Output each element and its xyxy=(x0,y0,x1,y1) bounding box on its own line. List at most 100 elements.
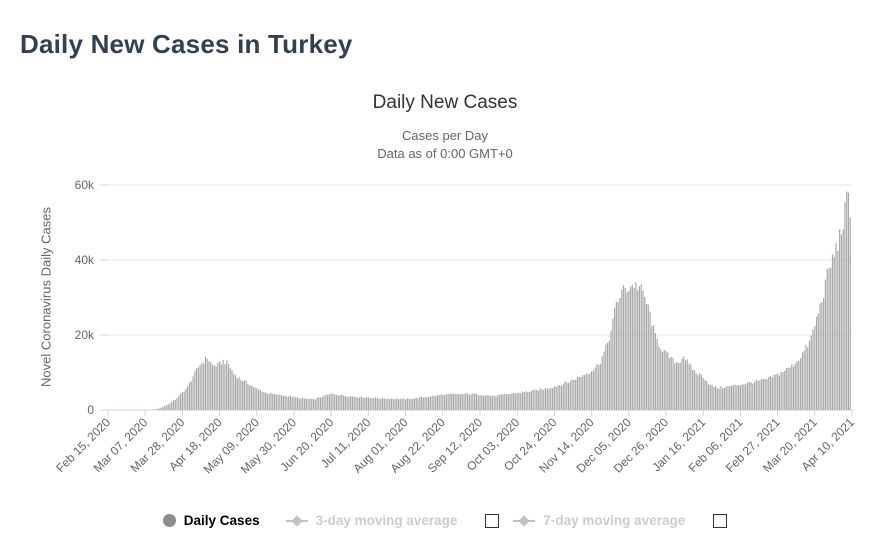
daily-cases-bar[interactable] xyxy=(201,362,203,410)
daily-cases-bar[interactable] xyxy=(631,284,633,410)
daily-cases-bar[interactable] xyxy=(562,384,564,410)
daily-cases-bar[interactable] xyxy=(567,382,570,410)
daily-cases-bar[interactable] xyxy=(654,333,656,410)
daily-cases-bar[interactable] xyxy=(732,384,734,410)
daily-cases-bar[interactable] xyxy=(677,363,679,410)
daily-cases-bar[interactable] xyxy=(415,397,417,410)
daily-cases-bar[interactable] xyxy=(787,367,789,411)
daily-cases-bar[interactable] xyxy=(830,267,832,410)
daily-cases-bar[interactable] xyxy=(350,396,352,410)
daily-cases-bar[interactable] xyxy=(438,395,440,410)
daily-cases-bar[interactable] xyxy=(729,385,731,410)
daily-cases-bar[interactable] xyxy=(720,386,722,410)
daily-cases-bar[interactable] xyxy=(286,396,288,410)
daily-cases-bar[interactable] xyxy=(295,397,297,410)
daily-cases-bar[interactable] xyxy=(518,392,520,410)
daily-cases-bar[interactable] xyxy=(727,386,729,410)
daily-cases-bar[interactable] xyxy=(257,389,260,410)
daily-cases-bar[interactable] xyxy=(256,388,258,410)
legend-item-7-day-moving-average[interactable]: 7-day moving average xyxy=(513,513,685,528)
daily-cases-bar[interactable] xyxy=(596,363,598,410)
daily-cases-bar[interactable] xyxy=(667,352,669,410)
daily-cases-bar[interactable] xyxy=(468,394,470,410)
daily-cases-bar[interactable] xyxy=(615,301,617,410)
daily-cases-bar[interactable] xyxy=(187,385,189,410)
daily-cases-bar[interactable] xyxy=(849,217,851,410)
daily-cases-bar[interactable] xyxy=(396,398,398,410)
daily-cases-bar[interactable] xyxy=(293,396,295,410)
daily-cases-bar[interactable] xyxy=(743,384,745,410)
daily-cases-bar[interactable] xyxy=(451,393,453,410)
daily-cases-bar[interactable] xyxy=(635,281,637,410)
daily-cases-bar[interactable] xyxy=(500,394,502,410)
daily-cases-bar[interactable] xyxy=(233,373,235,410)
daily-cases-bar[interactable] xyxy=(419,397,421,410)
daily-cases-bar[interactable] xyxy=(474,393,476,410)
daily-cases-bar[interactable] xyxy=(557,385,559,410)
daily-cases-bar[interactable] xyxy=(610,330,612,410)
daily-cases-bar[interactable] xyxy=(674,363,676,410)
daily-cases-bar[interactable] xyxy=(268,393,270,410)
daily-cases-bar[interactable] xyxy=(629,286,632,410)
daily-cases-bar[interactable] xyxy=(546,388,548,410)
daily-cases-bar[interactable] xyxy=(403,398,405,410)
daily-cases-bar[interactable] xyxy=(628,290,630,410)
daily-cases-bar[interactable] xyxy=(534,389,536,410)
daily-cases-bar[interactable] xyxy=(316,397,318,410)
daily-cases-bar[interactable] xyxy=(314,399,316,410)
daily-cases-bar[interactable] xyxy=(498,394,501,410)
daily-cases-bar[interactable] xyxy=(371,398,373,410)
daily-cases-bar[interactable] xyxy=(668,358,671,410)
daily-cases-bar[interactable] xyxy=(334,394,336,410)
daily-cases-bar[interactable] xyxy=(475,393,478,410)
daily-cases-bar[interactable] xyxy=(273,394,276,410)
daily-cases-bar[interactable] xyxy=(837,251,839,410)
daily-cases-bar[interactable] xyxy=(486,395,488,410)
daily-cases-bar[interactable] xyxy=(281,395,283,410)
daily-cases-bar[interactable] xyxy=(272,393,274,410)
daily-cases-bar[interactable] xyxy=(440,394,442,410)
daily-cases-bar[interactable] xyxy=(718,388,720,410)
daily-cases-bar[interactable] xyxy=(373,398,375,410)
daily-cases-bar[interactable] xyxy=(785,367,788,410)
daily-cases-bar[interactable] xyxy=(521,391,524,410)
daily-cases-bar[interactable] xyxy=(583,375,586,410)
daily-cases-bar[interactable] xyxy=(612,318,614,410)
daily-cases-bar[interactable] xyxy=(745,384,747,410)
daily-cases-bar[interactable] xyxy=(766,379,768,410)
daily-cases-bar[interactable] xyxy=(706,380,708,410)
daily-cases-bar[interactable] xyxy=(527,392,529,410)
daily-cases-bar[interactable] xyxy=(204,356,207,410)
daily-cases-bar[interactable] xyxy=(523,392,525,410)
daily-cases-bar[interactable] xyxy=(633,287,635,410)
daily-cases-bar[interactable] xyxy=(826,269,828,410)
daily-cases-bar[interactable] xyxy=(713,387,715,410)
daily-cases-bar[interactable] xyxy=(831,254,834,410)
daily-cases-bar[interactable] xyxy=(808,340,811,410)
daily-cases-bar[interactable] xyxy=(525,391,527,410)
daily-cases-bar[interactable] xyxy=(833,256,835,410)
daily-cases-bar[interactable] xyxy=(543,389,545,410)
daily-cases-bar[interactable] xyxy=(658,346,660,410)
daily-cases-bar[interactable] xyxy=(599,363,602,410)
daily-cases-bar[interactable] xyxy=(606,342,609,410)
daily-cases-bar[interactable] xyxy=(227,364,230,410)
daily-cases-bar[interactable] xyxy=(529,391,531,410)
daily-cases-bar[interactable] xyxy=(211,365,214,410)
daily-cases-bar[interactable] xyxy=(335,394,338,410)
daily-cases-bar[interactable] xyxy=(821,302,823,410)
daily-cases-bar[interactable] xyxy=(401,398,403,410)
daily-cases-bar[interactable] xyxy=(311,398,313,410)
daily-cases-bar[interactable] xyxy=(828,268,830,410)
daily-cases-bar[interactable] xyxy=(807,347,809,410)
daily-cases-bar[interactable] xyxy=(351,396,354,410)
daily-cases-bar[interactable] xyxy=(564,381,566,410)
daily-cases-bar[interactable] xyxy=(601,356,603,410)
daily-cases-bar[interactable] xyxy=(688,363,690,411)
daily-cases-bar[interactable] xyxy=(279,394,281,410)
daily-cases-bar[interactable] xyxy=(348,396,350,410)
daily-cases-bar[interactable] xyxy=(817,313,819,410)
daily-cases-bar[interactable] xyxy=(178,395,180,410)
daily-cases-bar[interactable] xyxy=(661,352,664,410)
daily-cases-bar[interactable] xyxy=(739,385,741,410)
